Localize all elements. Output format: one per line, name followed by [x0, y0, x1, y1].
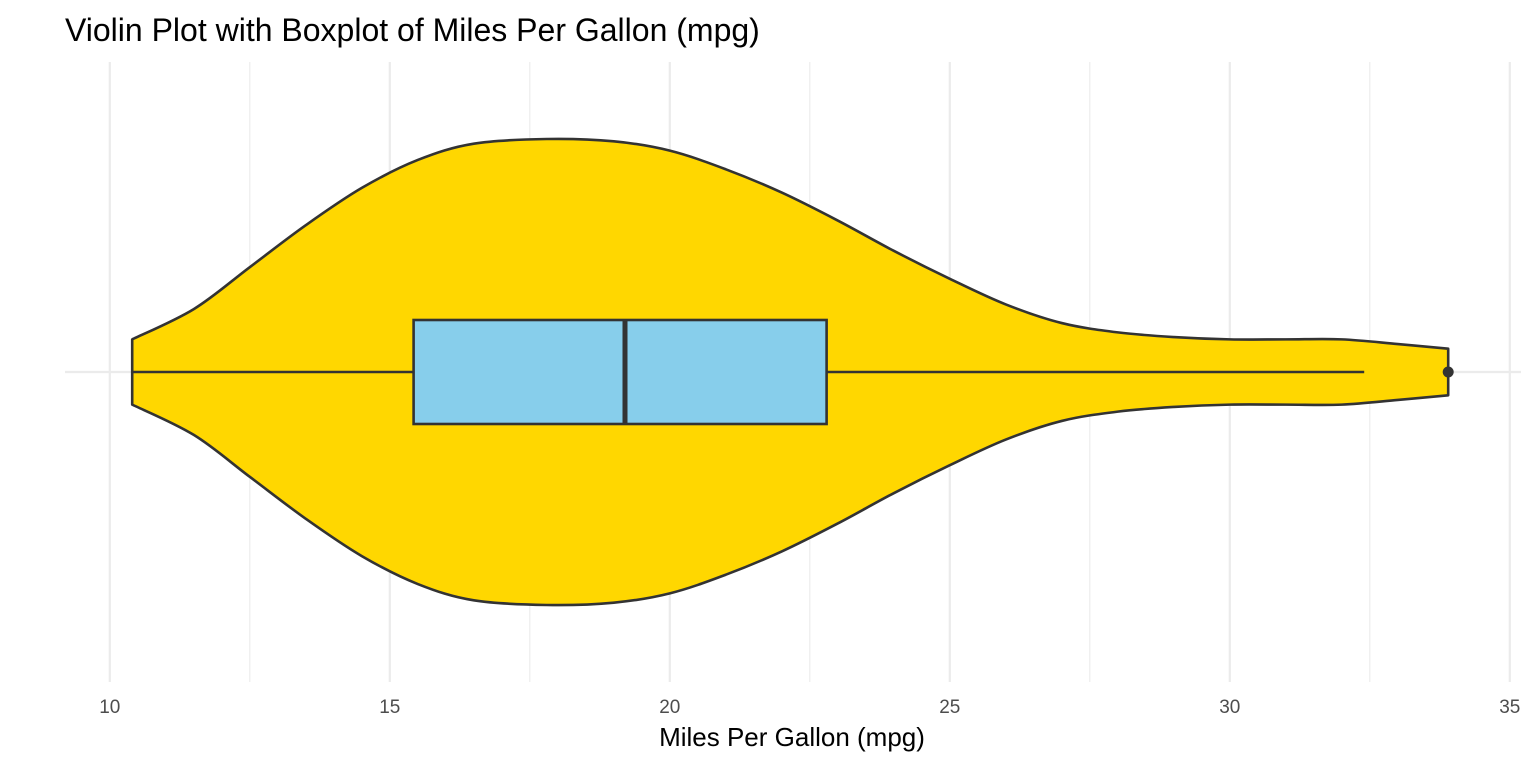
x-tick-label: 10 — [99, 697, 120, 718]
x-axis-ticks: 10 15 20 25 30 35 — [99, 697, 1520, 718]
iqr-box — [412, 318, 828, 426]
x-tick-label: 30 — [1219, 697, 1240, 718]
boxplot-layer — [132, 318, 1454, 426]
chart-title: Violin Plot with Boxplot of Miles Per Ga… — [65, 12, 760, 48]
x-tick-label: 35 — [1499, 697, 1520, 718]
x-tick-label: 25 — [939, 697, 960, 718]
x-tick-label: 15 — [379, 697, 400, 718]
x-axis-title: Miles Per Gallon (mpg) — [659, 722, 925, 752]
x-tick-label: 20 — [659, 697, 680, 718]
outlier-point — [1442, 366, 1454, 378]
